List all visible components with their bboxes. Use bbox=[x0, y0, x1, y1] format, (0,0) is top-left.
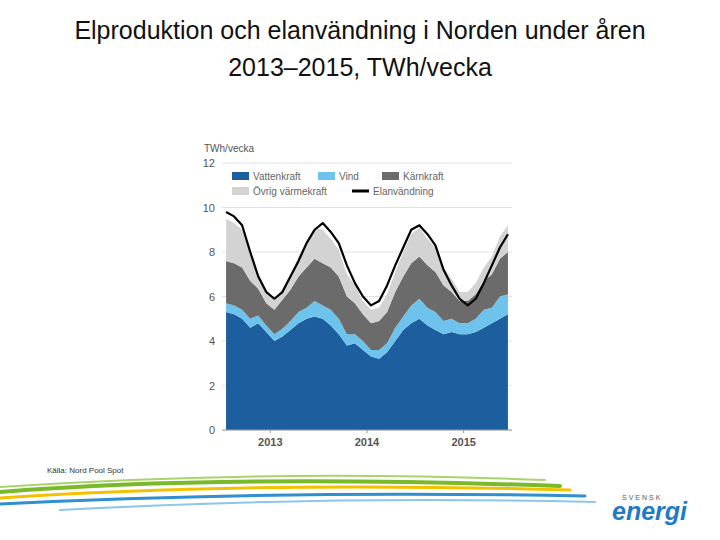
x-tick-label: 2015 bbox=[451, 436, 475, 448]
y-tick-label: 4 bbox=[209, 335, 215, 347]
area bbox=[226, 219, 508, 324]
y-tick-label: 8 bbox=[209, 246, 215, 258]
legend-swatch bbox=[232, 187, 249, 195]
source: Källa: Nord Pool Spot bbox=[47, 466, 124, 475]
decoration bbox=[0, 476, 595, 510]
y-axis-label: TWh/vecka bbox=[204, 143, 254, 154]
legend-label: Vattenkraft bbox=[253, 171, 301, 182]
logo: SVENSKenergi bbox=[612, 494, 688, 525]
legend-swatch bbox=[382, 172, 399, 180]
y-tick-label: 6 bbox=[209, 291, 215, 303]
x-tick bbox=[367, 430, 368, 433]
legend-swatch bbox=[232, 172, 249, 180]
grid bbox=[222, 163, 512, 430]
legend-label: Kärnkraft bbox=[403, 171, 444, 182]
swoosh bbox=[0, 476, 545, 487]
legend-swatch bbox=[352, 190, 369, 193]
legend-label: Vind bbox=[339, 171, 359, 182]
logo-main: energi bbox=[612, 497, 688, 525]
x-tick bbox=[463, 430, 464, 433]
x-tick-label: 2013 bbox=[258, 436, 282, 448]
swoosh bbox=[60, 500, 595, 510]
chart: 0 2 4 6 8 10 12 TWh/vecka 2013 2014 2015 Vattenkraf… bbox=[0, 0, 720, 540]
x-tick bbox=[270, 430, 271, 433]
swoosh bbox=[0, 494, 585, 504]
line bbox=[226, 212, 508, 305]
x-tick-label: 2014 bbox=[355, 436, 380, 448]
legend-label: Övrig värmekraft bbox=[253, 186, 327, 197]
plot-data bbox=[226, 212, 508, 430]
grid-line bbox=[222, 252, 512, 253]
y-tick-label: 12 bbox=[203, 157, 215, 169]
grid-line bbox=[222, 163, 512, 164]
y-tick-label: 0 bbox=[209, 424, 215, 436]
legend-label: Elanvändning bbox=[373, 186, 434, 197]
legend: Vattenkraft Vind Kärnkraft Övrig värmekraft… bbox=[232, 171, 444, 197]
y-tick-label: 10 bbox=[203, 202, 215, 214]
title: Elproduktion och elanvändning i Norden u… bbox=[55, 12, 665, 86]
y-tick-label: 2 bbox=[209, 380, 215, 392]
legend-swatch bbox=[318, 172, 335, 180]
grid-line bbox=[222, 207, 512, 208]
slide: Elproduktion och elanvändning i Norden u… bbox=[0, 0, 720, 540]
